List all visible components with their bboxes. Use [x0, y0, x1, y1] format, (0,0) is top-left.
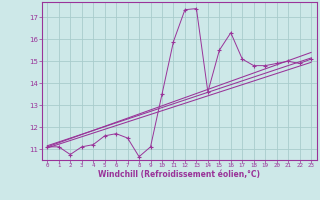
X-axis label: Windchill (Refroidissement éolien,°C): Windchill (Refroidissement éolien,°C) — [98, 170, 260, 179]
